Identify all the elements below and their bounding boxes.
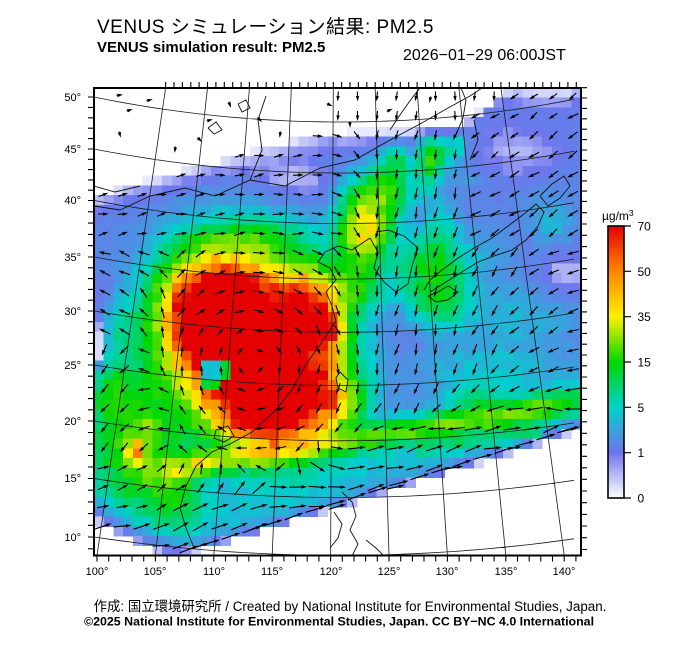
svg-text:2026−01−29 06:00JST: 2026−01−29 06:00JST — [403, 47, 566, 64]
svg-text:15: 15 — [638, 356, 652, 370]
svg-text:1: 1 — [638, 446, 645, 460]
svg-text:125°: 125° — [378, 566, 401, 578]
svg-text:35°: 35° — [64, 252, 81, 264]
svg-text:VENUS シミュレーション結果: PM2.5: VENUS シミュレーション結果: PM2.5 — [97, 16, 434, 38]
svg-text:105°: 105° — [144, 566, 167, 578]
svg-text:50: 50 — [638, 265, 652, 279]
svg-text:35: 35 — [638, 310, 652, 324]
svg-text:40°: 40° — [64, 195, 81, 207]
svg-text:70: 70 — [638, 220, 652, 234]
svg-text:作成: 国立環境研究所 / Created by Natio: 作成: 国立環境研究所 / Created by National Instit… — [94, 599, 607, 614]
svg-text:115°: 115° — [261, 566, 283, 578]
svg-text:140°: 140° — [553, 566, 576, 578]
svg-text:110°: 110° — [203, 566, 225, 578]
svg-text:135°: 135° — [495, 566, 518, 578]
svg-text:©2025 National Institute for E: ©2025 National Institute for Environment… — [84, 615, 594, 629]
svg-text:25°: 25° — [64, 360, 81, 372]
svg-text:45°: 45° — [64, 144, 81, 156]
svg-text:50°: 50° — [64, 92, 81, 104]
svg-text:10°: 10° — [64, 532, 81, 544]
svg-text:0: 0 — [638, 492, 645, 506]
svg-text:20°: 20° — [64, 416, 81, 428]
svg-text:µg/m3: µg/m3 — [602, 208, 634, 223]
svg-text:120°: 120° — [320, 566, 343, 578]
svg-text:130°: 130° — [436, 566, 459, 578]
svg-text:15°: 15° — [64, 473, 81, 485]
svg-text:5: 5 — [638, 401, 645, 415]
svg-text:VENUS simulation result: PM2.5: VENUS simulation result: PM2.5 — [97, 39, 325, 56]
svg-text:30°: 30° — [64, 306, 81, 318]
svg-text:100°: 100° — [86, 566, 109, 578]
